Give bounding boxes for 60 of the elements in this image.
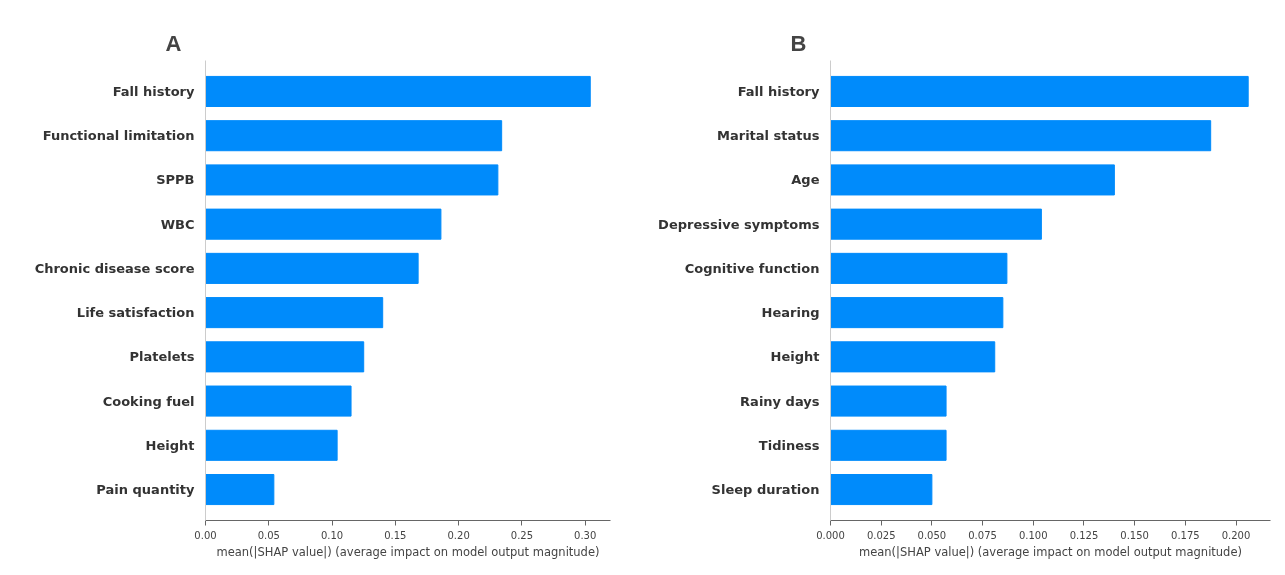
bar [830, 474, 933, 506]
x-tick-label: 0.050 [917, 529, 947, 541]
y-tick-label: Cognitive function [684, 260, 820, 276]
bar [205, 341, 365, 373]
x-tick-label: 0.150 [1120, 529, 1149, 541]
y-tick-label: Platelets [129, 349, 195, 365]
x-axis-title: mean(|SHAP value|) (average impact on model output magnitude) [216, 544, 600, 559]
chart-title: A [165, 30, 182, 56]
x-tick-label: 0.125 [1069, 529, 1099, 541]
x-tick-label: 0.200 [1221, 529, 1251, 541]
y-tick-label: SPPB [156, 172, 195, 188]
bar [830, 75, 1249, 107]
bar [830, 252, 1008, 284]
x-tick-label: 0.025 [866, 529, 896, 541]
bar [205, 297, 384, 329]
y-tick-label: Fall history [112, 83, 196, 99]
x-axis-title: mean(|SHAP value|) (average impact on model output magnitude) [859, 544, 1242, 559]
bar [205, 75, 591, 107]
y-tick-label: Functional limitation [42, 128, 195, 144]
bar [830, 297, 1004, 329]
bar [830, 120, 1212, 152]
bar [830, 385, 947, 417]
y-tick-label: Rainy days [740, 393, 820, 409]
bar [205, 429, 338, 461]
bar [205, 385, 352, 417]
x-tick-label: 0.100 [1018, 529, 1048, 541]
y-tick-label: WBC [160, 216, 195, 232]
y-tick-label: Cooking fuel [102, 393, 195, 409]
bar [830, 429, 947, 461]
y-tick-label: Tidiness [758, 437, 820, 453]
x-tick-label: 0.20 [447, 529, 470, 541]
x-tick-label: 0.175 [1171, 529, 1200, 541]
bar [205, 164, 499, 196]
x-tick-label: 0.00 [194, 529, 217, 541]
y-tick-label: Hearing [761, 305, 820, 321]
bar [205, 208, 442, 240]
y-tick-label: Sleep duration [711, 482, 820, 498]
y-tick-label: Marital status [717, 128, 820, 144]
chart-title: B [790, 30, 807, 56]
bar [205, 252, 419, 284]
bar [205, 474, 275, 506]
y-tick-label: Height [770, 349, 820, 365]
y-tick-label: Life satisfaction [76, 305, 195, 321]
y-tick-label: Age [791, 172, 820, 188]
bar [205, 120, 503, 152]
y-tick-label: Pain quantity [96, 482, 196, 498]
y-tick-label: Depressive symptoms [658, 216, 820, 232]
y-tick-label: Height [145, 437, 195, 453]
x-tick-label: 0.25 [510, 529, 534, 541]
bar [830, 341, 996, 373]
y-tick-label: Fall history [737, 83, 821, 99]
x-tick-label: 0.30 [574, 529, 597, 541]
x-tick-label: 0.075 [968, 529, 997, 541]
y-tick-label: Chronic disease score [34, 260, 195, 276]
bar [830, 208, 1042, 240]
x-tick-label: 0.10 [320, 529, 344, 541]
bar [830, 164, 1115, 196]
x-tick-label: 0.000 [816, 529, 845, 541]
x-tick-label: 0.05 [257, 529, 280, 541]
x-tick-label: 0.15 [384, 529, 407, 541]
